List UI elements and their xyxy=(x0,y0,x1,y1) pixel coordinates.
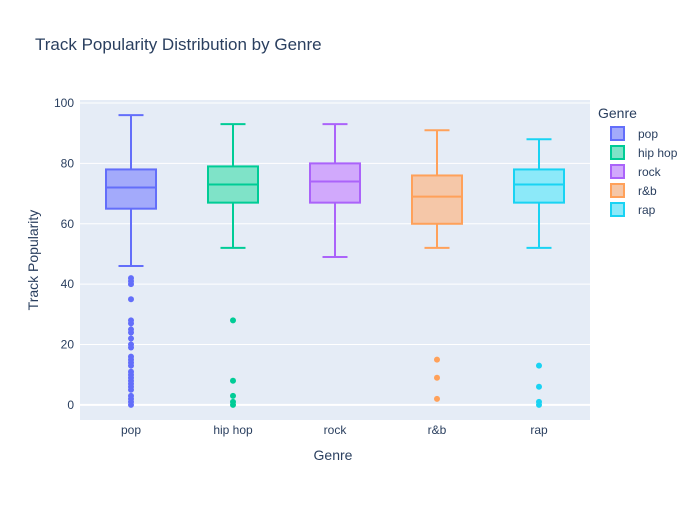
legend-label: r&b xyxy=(638,184,657,198)
x-tick-label: r&b xyxy=(428,423,447,437)
y-tick-label: 60 xyxy=(61,217,75,231)
legend-item: hip hop xyxy=(610,145,678,160)
outlier-point xyxy=(230,401,236,408)
legend-item: rap xyxy=(610,202,656,217)
legend-swatch xyxy=(610,183,625,198)
legend-swatch xyxy=(610,164,625,179)
outlier-point xyxy=(128,386,134,393)
outlier-point xyxy=(536,383,542,390)
y-tick-label: 80 xyxy=(61,156,75,170)
legend-swatch xyxy=(610,145,625,160)
outlier-point xyxy=(434,395,440,402)
outlier-point xyxy=(434,374,440,381)
box-rock xyxy=(309,123,361,258)
x-tick-label: hip hop xyxy=(213,423,253,437)
y-tick-label: 20 xyxy=(61,338,75,352)
box-iqr xyxy=(411,174,463,225)
chart-title: Track Popularity Distribution by Genre xyxy=(35,35,322,54)
y-axis-ticks: 0 20 40 60 80 100 xyxy=(54,96,74,412)
box-iqr xyxy=(309,162,361,204)
outlier-point xyxy=(128,281,134,288)
outlier-point xyxy=(128,296,134,303)
y-tick-label: 40 xyxy=(61,277,75,291)
outlier-point xyxy=(536,401,542,408)
x-tick-label: rock xyxy=(324,423,348,437)
legend-title: Genre xyxy=(598,105,637,121)
outlier-point xyxy=(230,317,236,324)
legend-swatch xyxy=(610,126,625,141)
x-axis-label: Genre xyxy=(314,447,353,463)
outlier-point xyxy=(230,392,236,399)
box-r-b xyxy=(411,129,463,402)
legend: Genre pop hip hop rock r&b rap xyxy=(598,105,678,217)
y-axis-label: Track Popularity xyxy=(25,210,41,311)
legend-label: hip hop xyxy=(638,146,678,160)
box-series xyxy=(105,114,565,408)
outlier-point xyxy=(128,320,134,327)
gridlines xyxy=(80,102,590,406)
outlier-point xyxy=(128,362,134,369)
y-tick-label: 0 xyxy=(67,398,74,412)
legend-label: pop xyxy=(638,127,658,141)
x-tick-label: pop xyxy=(121,423,141,437)
outlier-point xyxy=(128,329,134,336)
x-axis-ticks: pop hip hop rock r&b rap xyxy=(121,423,548,437)
legend-swatch xyxy=(610,202,625,217)
box-pop xyxy=(105,114,157,408)
legend-item: rock xyxy=(610,164,662,179)
outlier-point xyxy=(128,344,134,351)
legend-item: pop xyxy=(610,126,658,141)
x-tick-label: rap xyxy=(530,423,548,437)
y-tick-label: 100 xyxy=(54,96,74,110)
box-iqr xyxy=(513,168,565,204)
box-hip-hop xyxy=(207,123,259,408)
outlier-point xyxy=(434,356,440,363)
legend-label: rock xyxy=(638,165,662,179)
outlier-point xyxy=(230,377,236,384)
outlier-point xyxy=(128,335,134,342)
legend-label: rap xyxy=(638,203,656,217)
legend-item: r&b xyxy=(610,183,657,198)
box-rap xyxy=(513,138,565,408)
outlier-point xyxy=(128,401,134,408)
box-iqr xyxy=(105,168,157,210)
outlier-point xyxy=(536,362,542,369)
